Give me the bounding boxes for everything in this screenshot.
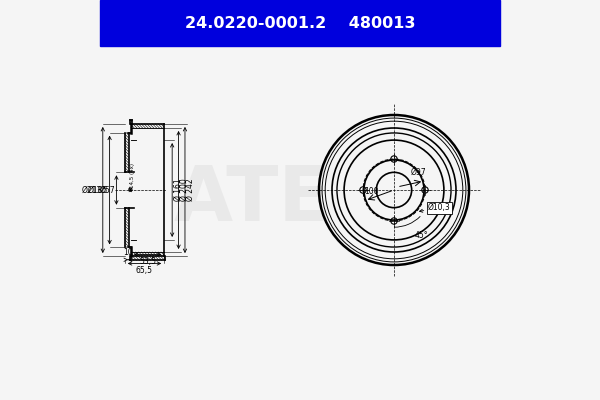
Text: ATE: ATE	[173, 163, 331, 237]
Text: 24.0220-0001.2    480013: 24.0220-0001.2 480013	[185, 16, 415, 30]
Text: 65,5: 65,5	[136, 266, 153, 275]
Text: 53,5: 53,5	[139, 257, 156, 266]
Text: Ø97: Ø97	[410, 168, 426, 176]
Text: 45°: 45°	[415, 231, 428, 240]
Bar	[100, 0, 500, 46]
Text: Ø10,3: Ø10,3	[419, 204, 451, 212]
Text: Ø213: Ø213	[82, 186, 101, 194]
Text: Ø 161: Ø 161	[173, 179, 182, 201]
Text: 14,5 (4x): 14,5 (4x)	[130, 163, 134, 188]
Text: Ø57: Ø57	[100, 186, 115, 194]
Text: Ø 200: Ø 200	[180, 179, 189, 201]
Text: 10: 10	[123, 248, 133, 257]
Text: Ø185: Ø185	[88, 186, 109, 194]
Text: Ø 242: Ø 242	[186, 179, 195, 201]
Text: 100: 100	[364, 188, 379, 196]
